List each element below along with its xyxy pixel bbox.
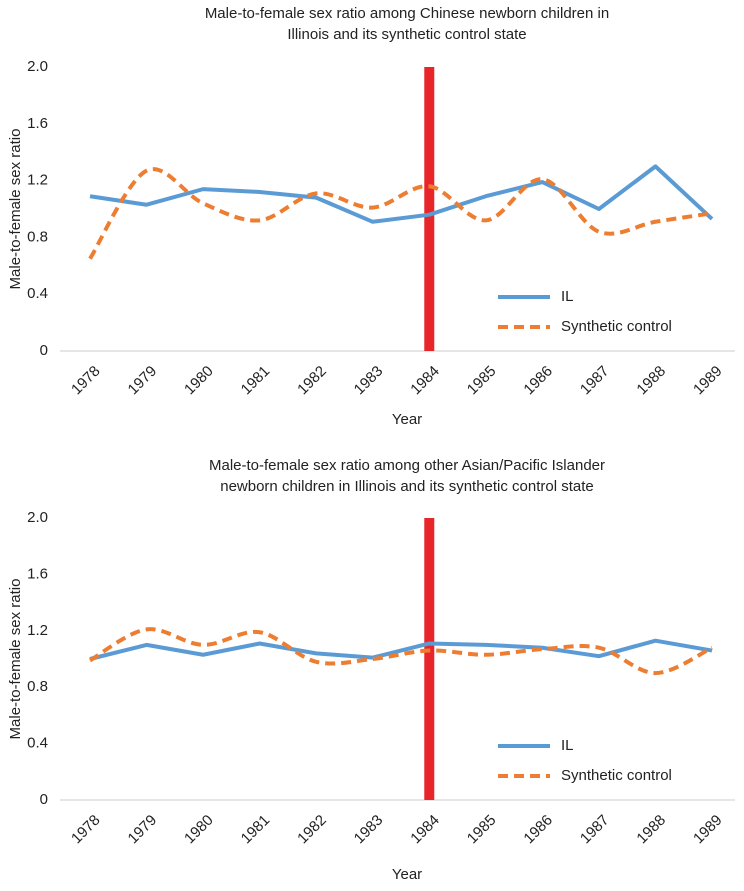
- x-tick-label: 1983: [351, 363, 387, 399]
- x-axis-label: Year: [392, 411, 422, 428]
- x-tick-label: 1988: [633, 363, 669, 399]
- x-axis-label: Year: [392, 866, 422, 883]
- x-tick-label: 1984: [407, 363, 443, 399]
- x-tick-label: 1987: [577, 363, 613, 399]
- y-tick-label: 0.8: [27, 678, 48, 695]
- chart-title: Male-to-female sex ratio among other Asi…: [209, 457, 605, 495]
- y-axis-label: Male-to-female sex ratio: [7, 129, 24, 290]
- x-tick-label: 1986: [520, 363, 556, 399]
- series-line: [88, 167, 713, 260]
- y-tick-label: 2.0: [27, 58, 48, 75]
- y-tick-label: 2.0: [27, 509, 48, 526]
- x-tick-label: 1978: [68, 812, 104, 848]
- series-line: [89, 638, 713, 661]
- x-tick-label: 1985: [464, 812, 500, 848]
- series-line: [88, 627, 713, 676]
- series-line: [89, 164, 714, 224]
- x-tick-label: 1982: [294, 812, 330, 848]
- y-tick-label: 1.6: [27, 565, 48, 582]
- x-tick-label: 1980: [181, 363, 217, 399]
- y-tick-label: 0: [40, 791, 48, 808]
- x-tick-label: 1983: [351, 812, 387, 848]
- x-tick-label: 1989: [690, 812, 726, 848]
- x-tick-label: 1980: [181, 812, 217, 848]
- y-tick-label: 1.2: [27, 172, 48, 189]
- x-tick-label: 1982: [294, 363, 330, 399]
- chart-title: Male-to-female sex ratio among Chinese n…: [205, 5, 609, 43]
- legend-label: IL: [561, 737, 574, 754]
- y-tick-label: 0.4: [27, 735, 48, 752]
- x-tick-label: 1986: [520, 812, 556, 848]
- intervention-bar: [424, 518, 435, 800]
- intervention-bar: [424, 67, 435, 351]
- x-tick-label: 1988: [633, 812, 669, 848]
- x-tick-label: 1989: [690, 363, 726, 399]
- x-tick-label: 1984: [407, 812, 443, 848]
- x-tick-label: 1978: [68, 363, 104, 399]
- x-tick-label: 1979: [125, 812, 161, 848]
- x-tick-label: 1979: [125, 363, 161, 399]
- x-tick-label: 1981: [238, 363, 274, 399]
- legend-label: IL: [561, 288, 574, 305]
- x-tick-label: 1981: [238, 812, 274, 848]
- y-tick-label: 1.2: [27, 622, 48, 639]
- legend-label: Synthetic control: [561, 318, 672, 335]
- y-tick-label: 0: [40, 342, 48, 359]
- y-tick-label: 0.4: [27, 285, 48, 302]
- y-tick-label: 1.6: [27, 115, 48, 132]
- x-tick-label: 1985: [464, 363, 500, 399]
- y-tick-label: 0.8: [27, 228, 48, 245]
- legend-label: Synthetic control: [561, 767, 672, 784]
- x-tick-label: 1987: [577, 812, 613, 848]
- y-axis-label: Male-to-female sex ratio: [7, 579, 24, 740]
